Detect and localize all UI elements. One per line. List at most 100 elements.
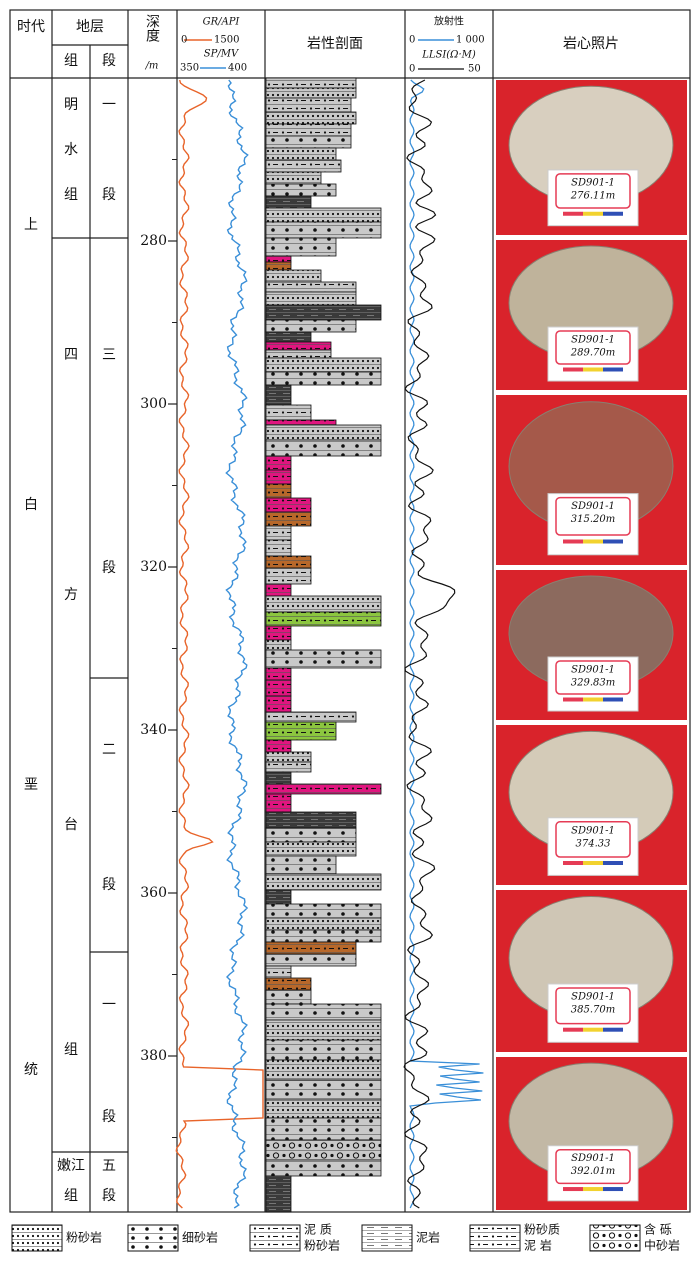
sample-id: SD901-1 — [571, 665, 615, 676]
layer-pattern — [265, 171, 322, 185]
layer-pattern — [265, 695, 292, 713]
sample-label-frame — [555, 660, 631, 695]
sp-curve — [225, 79, 249, 1209]
legend-pattern — [589, 1224, 641, 1252]
member-text: 段 — [102, 1188, 116, 1204]
header-strata: 地层 — [76, 19, 104, 35]
layer-pattern — [265, 207, 382, 223]
layer-pattern — [265, 751, 312, 763]
layer-pattern — [265, 595, 382, 613]
sample-depth: 392.01m — [571, 1166, 615, 1177]
sample-depth: 374.33 — [576, 838, 611, 849]
header-gr-max: 1500 — [214, 35, 239, 46]
layer-pattern — [265, 611, 382, 627]
sample-id: SD901-1 — [571, 501, 615, 512]
scale-bar — [563, 1027, 583, 1032]
sample-label-frame — [555, 173, 631, 209]
sample-id: SD901-1 — [571, 825, 615, 836]
layer-pattern — [265, 1059, 382, 1081]
era-text: 垩 — [24, 777, 38, 793]
layer-pattern — [265, 761, 312, 773]
scale-bar — [603, 367, 623, 372]
layer-pattern — [265, 977, 312, 991]
layer-pattern — [265, 183, 337, 197]
scale-bar — [563, 367, 583, 372]
layer-pattern — [265, 304, 382, 321]
layer-pattern — [265, 237, 337, 257]
sample-label-frame — [555, 496, 631, 536]
header-sp-max: 400 — [228, 63, 247, 74]
scale-bar — [563, 1187, 583, 1192]
layer-pattern — [265, 555, 312, 569]
layer-pattern — [265, 583, 292, 597]
sample-label-frame — [555, 987, 631, 1025]
scale-bar — [563, 861, 583, 865]
legend-label: 泥 岩 — [524, 1238, 552, 1253]
layer-pattern — [265, 739, 292, 753]
legend-pattern — [249, 1224, 301, 1252]
scale-bar — [583, 697, 603, 702]
layer-pattern — [265, 1099, 382, 1119]
layer-pattern — [265, 269, 322, 283]
era-text: 白 — [24, 497, 38, 513]
layer-pattern — [265, 341, 332, 351]
layer-pattern — [265, 1139, 382, 1161]
legend-label: 泥岩 — [416, 1230, 440, 1245]
header-era: 时代 — [17, 19, 45, 35]
legend-pattern — [469, 1224, 521, 1252]
layer-pattern — [265, 281, 357, 293]
scale-bar — [583, 1027, 603, 1032]
scale-bar — [603, 539, 623, 544]
layer-pattern — [265, 1117, 382, 1141]
layer-pattern — [265, 1039, 382, 1061]
legend-pattern — [361, 1224, 413, 1252]
sample-label-card — [547, 169, 639, 227]
rad-curve — [409, 79, 484, 1209]
layer-pattern — [265, 1079, 382, 1101]
gr-curve — [175, 79, 264, 1209]
formation-text: 组 — [64, 1188, 78, 1204]
scale-bar — [583, 861, 603, 865]
layer-pattern — [265, 123, 352, 137]
layer-pattern — [265, 195, 312, 209]
llsi-curve — [403, 79, 456, 1209]
layer-pattern — [265, 903, 382, 919]
layer-pattern — [265, 255, 292, 263]
layer-pattern — [265, 917, 382, 931]
layer-pattern — [265, 679, 292, 697]
header: 时代 地层 组 段 深度 /m GR/API 0 1500 SP/MV 350 … — [17, 14, 619, 75]
sample-label-frame — [555, 330, 631, 365]
header-member: 段 — [102, 53, 116, 69]
formation-text: 组 — [64, 187, 78, 203]
formation-text: 台 — [64, 817, 78, 833]
member-text: 一 — [102, 97, 116, 113]
layer-pattern — [265, 87, 357, 99]
layer-pattern — [265, 511, 312, 527]
sample-id: SD901-1 — [571, 177, 615, 188]
member-text: 段 — [102, 560, 116, 576]
legend-label: 细砂岩 — [182, 1230, 218, 1245]
layer-pattern — [265, 261, 292, 271]
scale-bar — [563, 539, 583, 544]
sample-depth: 315.20m — [571, 514, 615, 525]
header-lithology: 岩性剖面 — [307, 36, 363, 52]
layer-pattern — [265, 455, 292, 471]
layer-pattern — [265, 424, 382, 441]
legend-label: 泥 质 — [304, 1223, 332, 1237]
layer-pattern — [265, 539, 292, 557]
formation-text: 嫩江 — [57, 1158, 85, 1174]
layer-pattern — [265, 291, 357, 306]
sample-label-frame — [555, 1148, 631, 1185]
sample-label-card — [547, 1145, 639, 1202]
member-text: 二 — [102, 742, 116, 758]
depth-tick-label: 280 — [140, 233, 167, 249]
member-text: 一 — [102, 997, 116, 1013]
formation-text: 方 — [64, 587, 78, 603]
header-gr: GR/API — [203, 17, 241, 28]
layer-pattern — [265, 567, 312, 585]
layer-pattern — [265, 357, 382, 373]
member-text: 段 — [102, 187, 116, 203]
layer-pattern — [265, 965, 292, 979]
legend-label: 中砂岩 — [644, 1238, 680, 1253]
layer-pattern — [265, 639, 292, 651]
